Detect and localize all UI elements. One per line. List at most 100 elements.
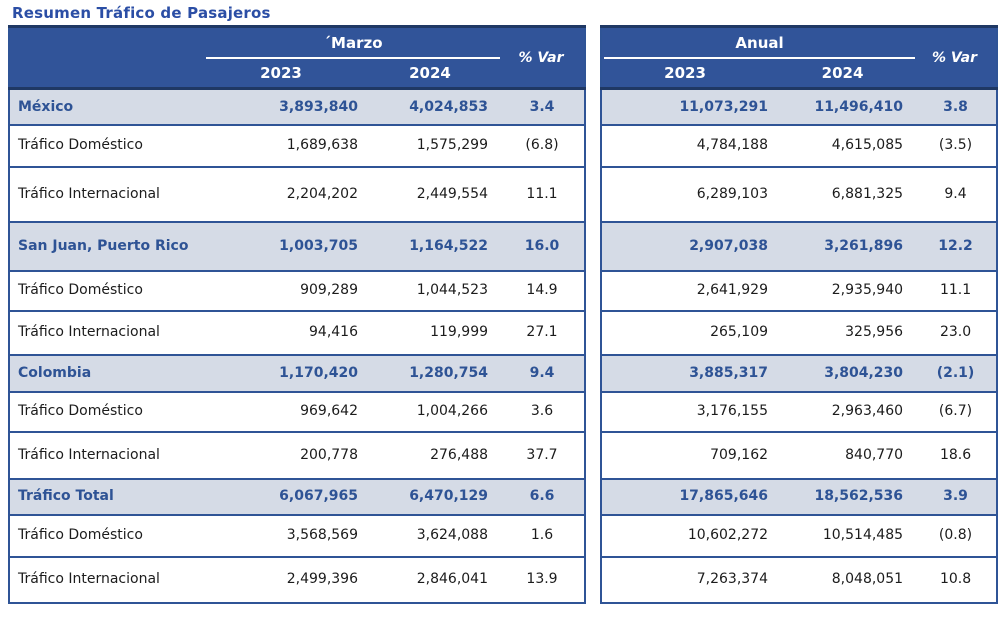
table-row: Tráfico Total 6,067,965 6,470,129 6.6: [9, 478, 586, 515]
cell-value: 2,907,038: [601, 221, 783, 271]
table-row: 3,176,155 2,963,460 (6.7): [601, 391, 998, 432]
cell-var: (3.5): [938, 137, 973, 154]
row-label: Tráfico Total: [9, 478, 204, 515]
table-row: 2,641,929 2,935,940 11.1: [601, 270, 998, 311]
cell-value: 325,956: [845, 324, 904, 341]
cell-var: 18.6: [939, 446, 972, 463]
cell-value: 4,615,085: [831, 137, 904, 154]
cell-value: 200,778: [300, 446, 358, 463]
cell-value: 94,416: [309, 324, 358, 341]
cell-value: 276,488: [430, 446, 489, 463]
table-row: 2,907,038 3,261,896 12.2: [601, 221, 998, 271]
anual-2024-header: 2024: [782, 58, 918, 89]
table-row: Tráfico Internacional 2,499,396 2,846,04…: [9, 556, 586, 603]
anual-period-label: Anual: [604, 34, 916, 59]
row-label: Tráfico Internacional: [18, 571, 160, 588]
cell-value: 119,999: [430, 324, 489, 341]
cell-value: 6,470,129: [372, 478, 503, 515]
row-label: México: [9, 88, 204, 125]
table-row: 265,109 325,956 23.0: [601, 310, 998, 355]
cell-value: 2,935,940: [831, 282, 904, 299]
years-header-row: 2023 2024: [9, 58, 585, 89]
cell-value: 10,602,272: [687, 527, 769, 544]
table-row: Tráfico Internacional 94,416 119,999 27.…: [9, 310, 586, 355]
cell-value: 840,770: [845, 446, 904, 463]
cell-value: 1,044,523: [416, 282, 489, 299]
cell-value: 6,289,103: [696, 185, 769, 202]
table-row: Tráfico Doméstico 909,289 1,044,523 14.9: [9, 270, 586, 311]
cell-value: 3,804,230: [782, 354, 918, 392]
label-column-header: [9, 26, 204, 89]
cell-value: 3,893,840: [204, 88, 372, 125]
page-title: Resumen Tráfico de Pasajeros: [12, 4, 271, 22]
anual-table-body: 11,073,291 11,496,410 3.8 4,784,188 4,61…: [601, 88, 998, 603]
period-header-row: ´Marzo % Var: [9, 26, 586, 89]
table-row: Colombia 1,170,420 1,280,754 9.4: [9, 354, 586, 392]
cell-var: 37.7: [526, 446, 558, 463]
table-row: Tráfico Doméstico 969,642 1,004,266 3.6: [9, 391, 586, 432]
cell-value: 3,568,569: [286, 527, 358, 544]
cell-value: 3,176,155: [696, 403, 769, 420]
cell-value: 1,164,522: [372, 221, 503, 271]
cell-value: 2,499,396: [286, 571, 358, 588]
anual-table: Anual % Var 2023 2024 11,073,291 11,496,…: [600, 25, 999, 604]
cell-value: 969,642: [300, 403, 358, 420]
cell-var: 3.8: [917, 88, 998, 125]
cell-value: 3,885,317: [601, 354, 783, 392]
table-row: 709,162 840,770 18.6: [601, 431, 998, 479]
marzo-2023-header: 2023: [204, 58, 372, 89]
table-row: 17,865,646 18,562,536 3.9: [601, 478, 998, 515]
table-row: 11,073,291 11,496,410 3.8: [601, 88, 998, 125]
row-label: Tráfico Doméstico: [18, 282, 143, 299]
cell-value: 1,575,299: [416, 137, 489, 154]
table-row: Tráfico Doméstico 1,689,638 1,575,299 (6…: [9, 124, 586, 167]
marzo-2024-header: 2024: [372, 58, 503, 89]
cell-value: 4,024,853: [372, 88, 503, 125]
table-row: Tráfico Internacional 200,778 276,488 37…: [9, 431, 586, 479]
table-row: Tráfico Internacional 2,204,202 2,449,55…: [9, 166, 586, 222]
cell-value: 10,514,485: [822, 527, 904, 544]
cell-value: 3,624,088: [416, 527, 489, 544]
cell-var: 23.0: [939, 324, 972, 341]
row-label: Tráfico Internacional: [18, 185, 160, 202]
marzo-table-body: México 3,893,840 4,024,853 3.4 Tráfico D…: [9, 88, 586, 603]
cell-var: 9.4: [944, 185, 967, 202]
cell-var: 12.2: [917, 221, 998, 271]
cell-value: 6,067,965: [204, 478, 372, 515]
cell-value: 11,073,291: [601, 88, 783, 125]
marzo-period-header: ´Marzo: [204, 26, 503, 59]
anual-2023-header: 2023: [601, 58, 783, 89]
cell-var: (6.7): [938, 403, 973, 420]
table-row: 4,784,188 4,615,085 (3.5): [601, 124, 998, 167]
cell-value: 1,280,754: [372, 354, 503, 392]
cell-var: 13.9: [526, 571, 558, 588]
row-label: Tráfico Doméstico: [18, 527, 143, 544]
table-row: México 3,893,840 4,024,853 3.4: [9, 88, 586, 125]
years-header-row: 2023 2024: [601, 58, 997, 89]
cell-var: 11.1: [939, 282, 972, 299]
cell-value: 2,846,041: [416, 571, 489, 588]
cell-var: (0.8): [938, 527, 973, 544]
marzo-var-header: % Var: [502, 26, 586, 89]
cell-var: 3.4: [502, 88, 586, 125]
cell-value: 18,562,536: [782, 478, 918, 515]
row-label: Tráfico Doméstico: [18, 403, 143, 420]
table-row: 7,263,374 8,048,051 10.8: [601, 556, 998, 603]
marzo-table: ´Marzo % Var 2023 2024 México 3,893,840 …: [8, 25, 587, 604]
cell-value: 909,289: [300, 282, 358, 299]
cell-value: 2,641,929: [696, 282, 769, 299]
cell-var: 11.1: [526, 185, 558, 202]
row-label: Tráfico Internacional: [18, 446, 160, 463]
cell-var: (6.8): [525, 137, 559, 154]
table-row: Tráfico Doméstico 3,568,569 3,624,088 1.…: [9, 514, 586, 557]
cell-value: 7,263,374: [696, 571, 769, 588]
cell-value: 11,496,410: [782, 88, 918, 125]
marzo-period-label: ´Marzo: [206, 34, 501, 59]
row-label: Tráfico Internacional: [18, 324, 160, 341]
cell-value: 265,109: [710, 324, 769, 341]
cell-value: 1,003,705: [204, 221, 372, 271]
cell-value: 8,048,051: [831, 571, 904, 588]
row-label: San Juan, Puerto Rico: [9, 221, 204, 271]
cell-value: 2,449,554: [416, 185, 489, 202]
